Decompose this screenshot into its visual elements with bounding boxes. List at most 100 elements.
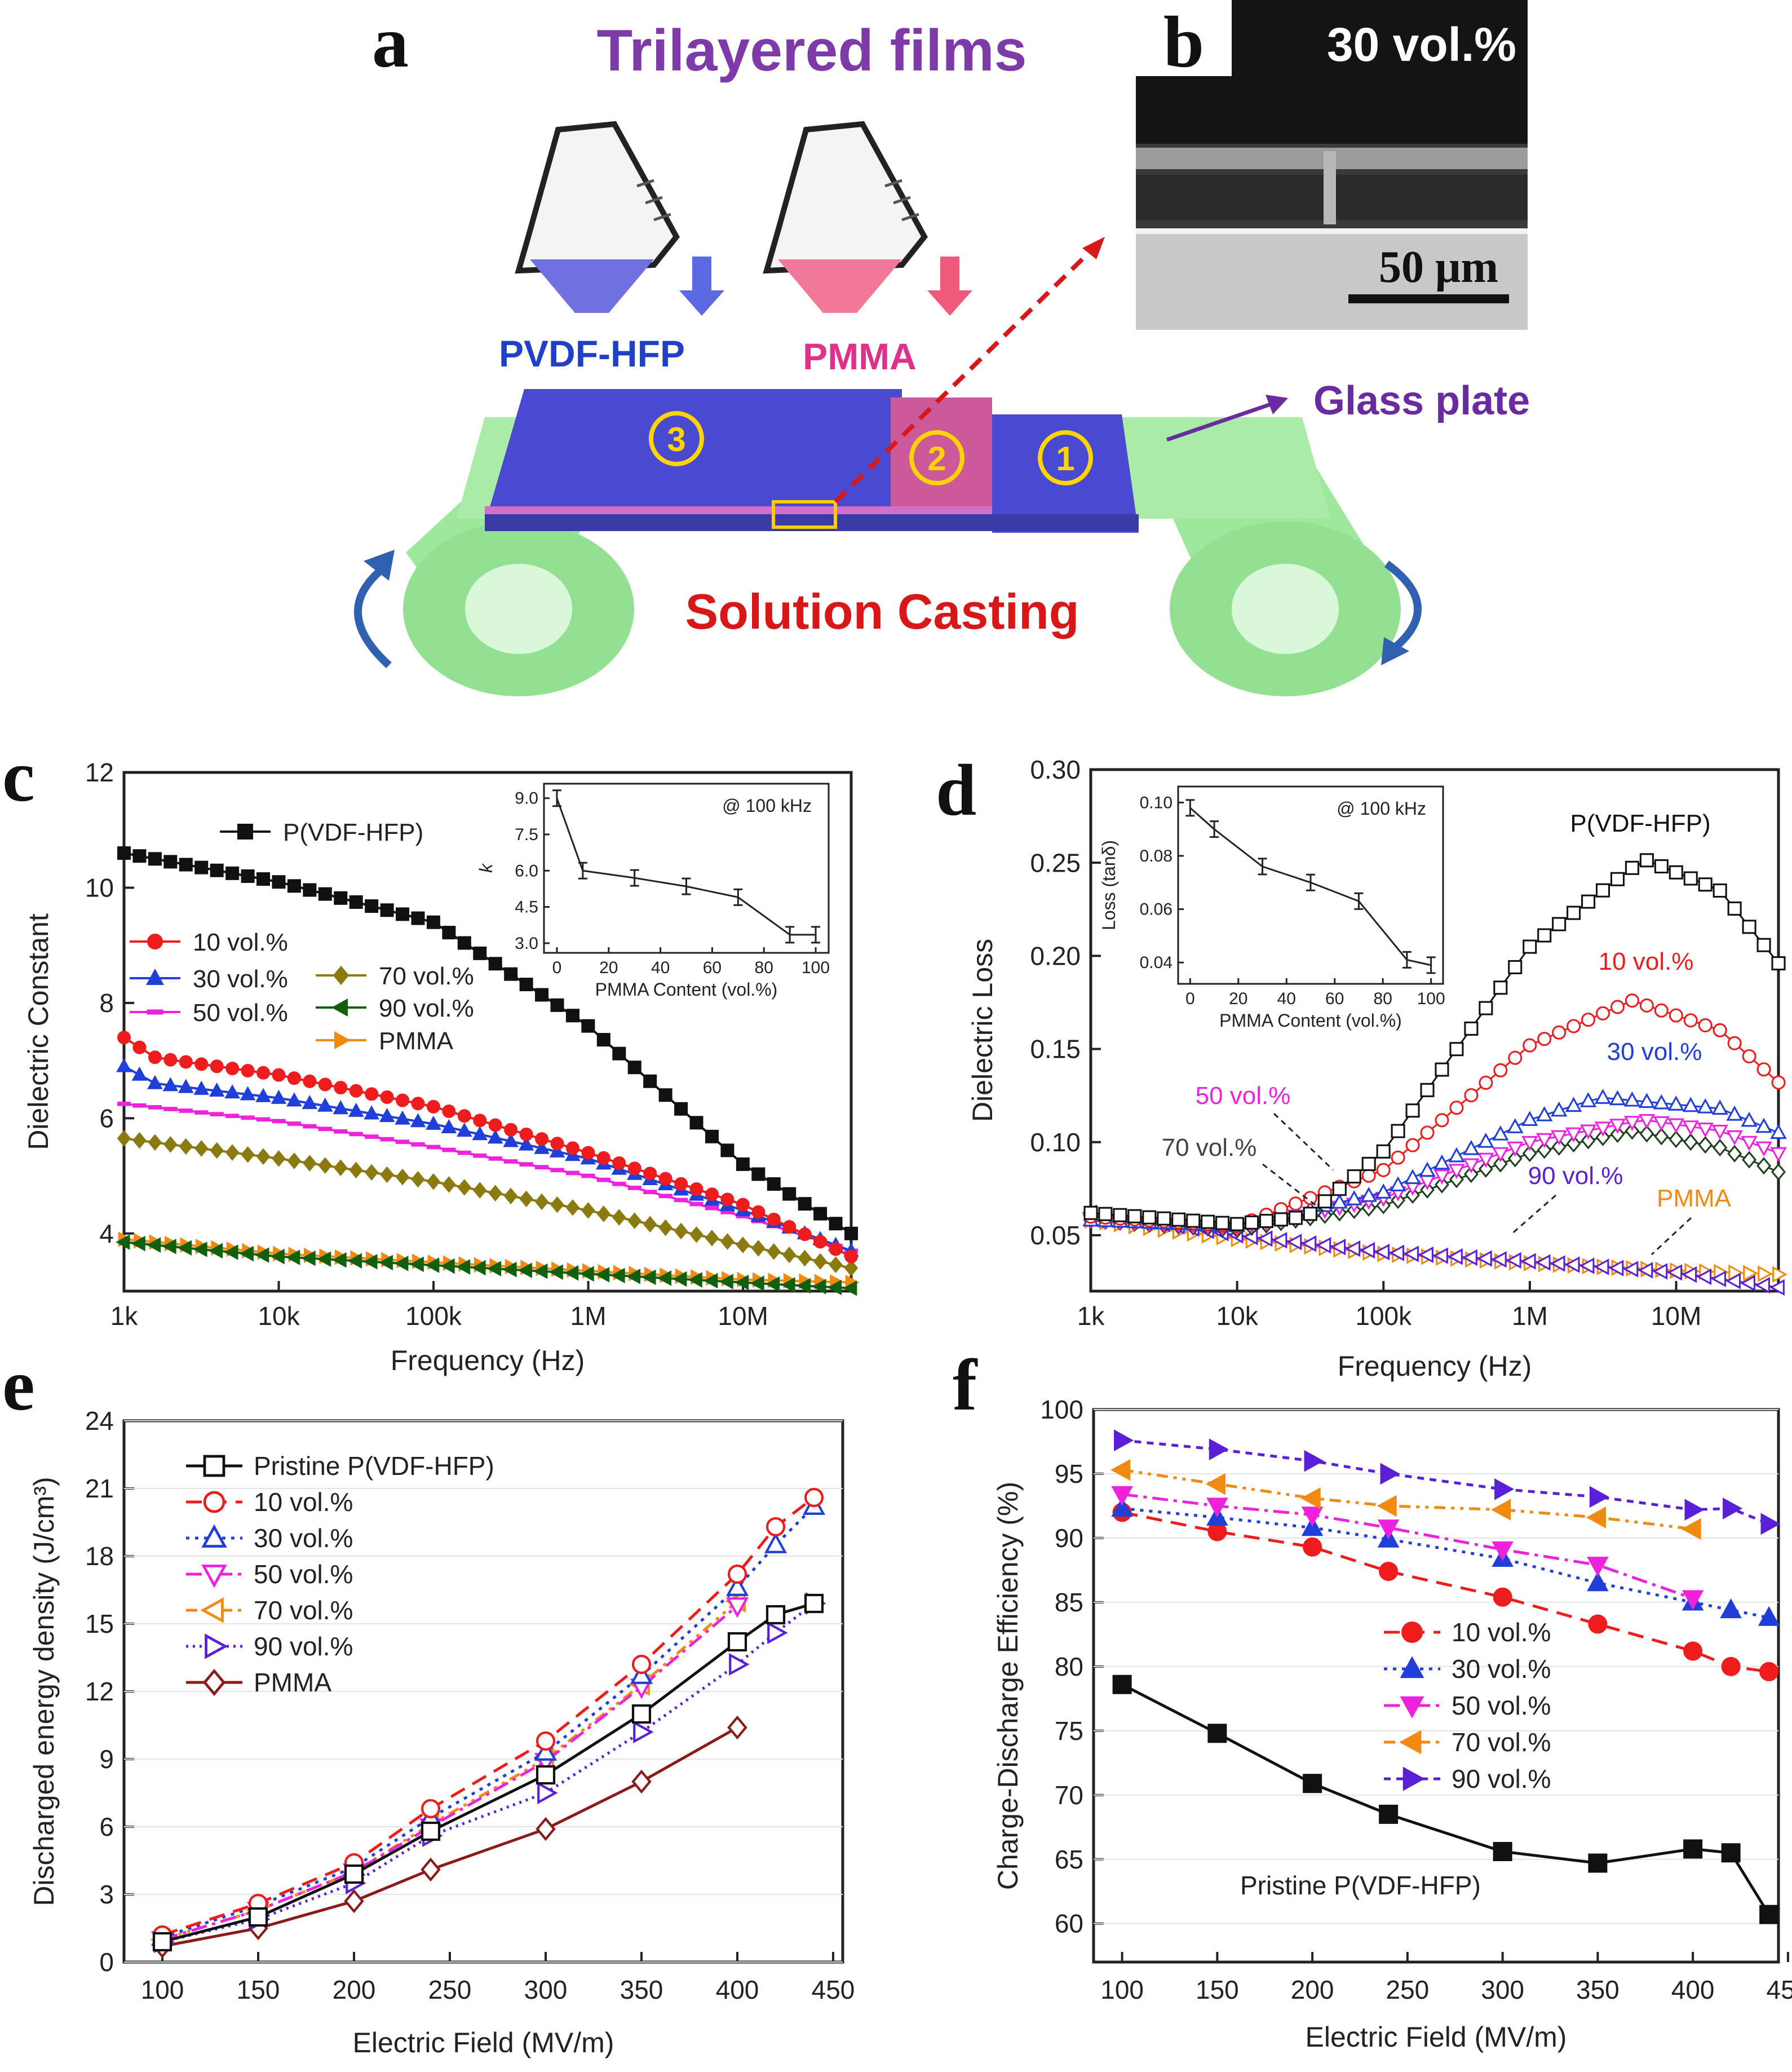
data-point [148, 1134, 162, 1151]
data-point [1523, 1038, 1537, 1053]
data-point [162, 1238, 176, 1254]
data-point [270, 1248, 285, 1265]
legend-marker [201, 1565, 227, 1588]
data-point [1317, 1194, 1332, 1209]
x-axis-label: Frequency (Hz) [391, 1345, 585, 1376]
data-point [333, 1100, 349, 1115]
y-tick-label: 8 [99, 988, 114, 1018]
y-tick-label: 10 [85, 873, 114, 903]
data-point [1491, 1499, 1511, 1521]
data-point [1390, 1176, 1406, 1191]
data-point [334, 891, 348, 905]
data-point [1772, 1266, 1787, 1283]
data-point [1610, 1125, 1625, 1143]
data-point [631, 1704, 652, 1724]
data-point [1493, 980, 1508, 995]
annotation-arrow [1510, 1194, 1556, 1236]
data-point [1579, 1257, 1595, 1274]
data-point [487, 1129, 503, 1144]
inset-y-label: k [476, 863, 496, 873]
series-annotations: P(VDF-HFP) 10 vol.% 30 vol.% 50 vol.% 70 vol… [1162, 810, 1732, 1256]
data-point [1769, 1279, 1785, 1296]
legend-label: 50 vol.% [254, 1559, 353, 1589]
data-point [116, 1058, 132, 1072]
data-point [534, 1165, 549, 1170]
y-axis-label: Dielectric Loss [967, 939, 998, 1122]
data-point [488, 1118, 502, 1132]
x-tick-label: 200 [1291, 1975, 1334, 2004]
layer-1-number: 1 [1056, 440, 1074, 478]
data-point [829, 1217, 843, 1231]
data-point [1771, 956, 1786, 971]
legend-label: Pristine P(VDF-HFP) [254, 1451, 494, 1481]
data-point [1286, 1234, 1302, 1251]
inset-x-tick-label: 40 [1277, 989, 1296, 1008]
data-point [1492, 1147, 1509, 1163]
inset-y-tick-label: 0.10 [1140, 793, 1172, 812]
data-point [241, 869, 255, 883]
legend-marker [205, 1633, 228, 1659]
data-point [689, 1116, 703, 1130]
data-point [612, 1156, 626, 1170]
data-point [1588, 1614, 1608, 1634]
data-point [1594, 1089, 1612, 1104]
data-point [843, 1280, 857, 1296]
legend-marker [200, 1597, 224, 1623]
legend: P(VDF-HFP) 10 vol.% 30 vol.% 70 vol.% 50 vol… [130, 819, 474, 1055]
data-point [473, 946, 487, 960]
data-point [643, 1167, 657, 1181]
data-point [1639, 1125, 1654, 1143]
data-point [1771, 1163, 1786, 1181]
pmma-pour-arrow-head [927, 290, 972, 316]
x-tick-label: 400 [716, 1975, 759, 2004]
data-point [1623, 1261, 1639, 1278]
data-point [239, 1245, 254, 1262]
data-point [349, 1132, 363, 1137]
data-point [1567, 905, 1581, 920]
data-point [533, 1263, 548, 1279]
data-point [1756, 1062, 1771, 1077]
data-point [318, 1157, 333, 1174]
data-point [210, 863, 224, 877]
data-point [1464, 1088, 1479, 1103]
series-line [162, 1605, 738, 1941]
data-point [1520, 1253, 1536, 1270]
legend-label: 70 vol.% [379, 962, 474, 990]
data-point [565, 1141, 579, 1155]
data-point [720, 1210, 735, 1214]
data-point [672, 1271, 687, 1287]
data-point [1669, 1130, 1684, 1148]
data-point [162, 1077, 179, 1092]
data-point [193, 1080, 210, 1095]
data-point [767, 1212, 781, 1226]
series-line [1122, 1506, 1769, 1619]
legend-label: 10 vol.% [193, 929, 288, 956]
data-point [643, 1074, 657, 1088]
data-point [595, 1267, 610, 1283]
data-point [1377, 1495, 1397, 1517]
efficiency-chart: 100 150 200 250 300 350 400 450 60 65 70 75 80 85 90 95… [992, 1395, 1792, 2053]
data-point [1652, 1263, 1668, 1280]
data-point [518, 1136, 534, 1151]
data-point [719, 1274, 733, 1289]
data-point [1536, 1106, 1553, 1121]
data-point [472, 1126, 488, 1141]
data-point [380, 1090, 394, 1105]
data-point [829, 1256, 843, 1274]
data-point [596, 1205, 611, 1222]
inset-y-tick-label: 9.0 [515, 789, 538, 808]
data-point [147, 1237, 161, 1253]
inset-y-tick-label: 0.04 [1140, 953, 1172, 972]
data-point [1638, 1262, 1653, 1279]
data-point [117, 846, 131, 860]
data-point [380, 903, 394, 917]
data-point [1755, 1141, 1772, 1157]
data-point [674, 1102, 688, 1116]
data-point [735, 1274, 749, 1291]
data-point [674, 1222, 688, 1240]
data-point [210, 1059, 224, 1073]
data-point [751, 1167, 766, 1181]
y-tick-label: 0.10 [1030, 1128, 1081, 1157]
data-point [1405, 1138, 1420, 1152]
data-point [365, 1134, 379, 1139]
